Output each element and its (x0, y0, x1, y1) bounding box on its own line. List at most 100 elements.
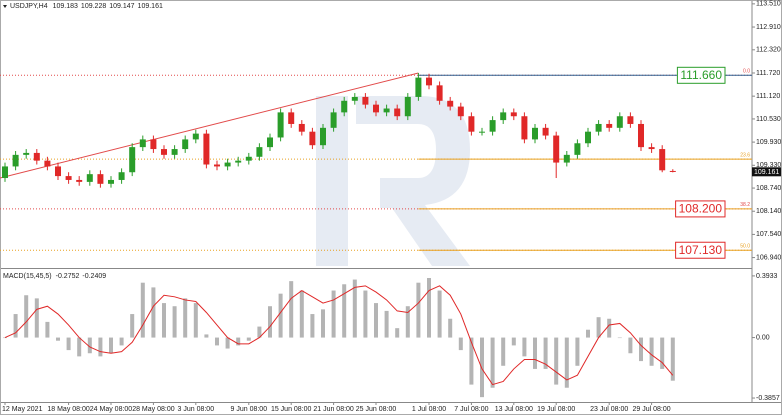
y-tick-label: 112.910 (756, 24, 781, 31)
x-tick-label: 1 Jul 08:00 (412, 406, 446, 413)
price-box (675, 200, 726, 218)
histogram-bar (533, 337, 537, 369)
fib-level-name: 23.6 (740, 152, 750, 158)
histogram-bar (87, 337, 92, 354)
x-tick-label: 28 May 08:00 (132, 406, 175, 413)
price-box-label: 107.130 (679, 243, 723, 257)
trendline (0, 72, 419, 179)
y-tick-label: 108.740 (756, 185, 781, 192)
histogram-bar (289, 281, 294, 338)
histogram-bar (469, 337, 474, 385)
histogram-bar (480, 337, 484, 398)
candle-body (489, 120, 496, 132)
histogram-bar (501, 337, 506, 366)
histogram-bar (77, 337, 82, 357)
y-tick-label: 111.120 (756, 93, 780, 100)
x-tick-label: 18 May 08:00 (47, 406, 90, 413)
histogram-bar (374, 303, 378, 338)
candle-body (479, 131, 485, 133)
x-tick-label: 13 Jul 08:00 (495, 406, 533, 413)
x-tick-label: 7 Jul 08:00 (454, 406, 488, 413)
candle-body (224, 162, 231, 167)
histogram-bar (596, 317, 601, 338)
histogram-bar (151, 287, 156, 338)
candle-body (510, 112, 517, 117)
histogram-bar (416, 282, 421, 338)
x-tick-label: 9 Jun 08:00 (231, 406, 268, 413)
histogram-bar (119, 337, 124, 346)
candle-body (76, 179, 83, 182)
y-tick-label: -0.3857 (756, 395, 780, 402)
candle-body (606, 123, 613, 128)
candle-body (65, 176, 72, 180)
histogram-bar (639, 337, 643, 362)
histogram-bar (204, 334, 209, 338)
candle-body (214, 164, 220, 167)
histogram-bar (342, 284, 347, 338)
candle-body (171, 149, 178, 155)
y-tick-label: 110.530 (756, 116, 781, 123)
histogram-bar (575, 337, 580, 366)
price-tag-label: 109.161 (754, 169, 779, 176)
histogram-bar (363, 290, 368, 338)
candle-body (351, 96, 358, 101)
header-value: -0.2752 (56, 273, 80, 280)
histogram-bar (278, 293, 283, 338)
candle-body (288, 112, 295, 124)
candle-body (426, 77, 432, 86)
x-tick-label: 15 Jun 08:00 (271, 406, 312, 413)
histogram-bar (45, 321, 50, 338)
histogram-bar (162, 303, 166, 338)
histogram-bar (628, 337, 633, 354)
histogram-bar (183, 298, 188, 338)
y-tick-label: 112.320 (756, 47, 781, 54)
candle-body (447, 100, 454, 107)
x-tick-label: 12 May 2021 (2, 406, 43, 413)
fib-level-name: 0.0 (743, 69, 750, 75)
header-value: 109.161 (138, 3, 163, 10)
candle-body (500, 112, 507, 121)
y-tick-label: 109.330 (756, 162, 781, 169)
candle-body (648, 147, 655, 150)
signal-line (4, 285, 674, 386)
histogram-bar (246, 337, 251, 341)
chart-title: MACD(15,45,5) (3, 273, 52, 280)
candle-body (553, 135, 560, 163)
watermark (316, 96, 470, 266)
fib-level-name: 50.0 (740, 244, 750, 250)
candle-body (563, 154, 570, 163)
header-value: 109.183 (53, 3, 78, 10)
histogram-bar (268, 306, 272, 338)
candle-body (627, 116, 634, 124)
chart-title: USDJPY,H4 (10, 3, 48, 10)
histogram-bar (236, 337, 241, 346)
candle-body (394, 108, 401, 117)
histogram-bar (511, 337, 516, 346)
candle-body (12, 154, 19, 167)
candle-body (320, 127, 326, 146)
candle-body (108, 179, 114, 184)
header-value: 109.147 (109, 3, 134, 10)
candle-body (542, 127, 549, 136)
y-tick-label: 106.940 (756, 254, 781, 261)
candle-body (33, 152, 40, 161)
x-tick-label: 3 Jun 08:00 (178, 406, 215, 413)
y-tick-label: 107.540 (756, 231, 781, 238)
candle-body (521, 116, 528, 140)
candle-body (245, 156, 252, 161)
histogram-bar (299, 290, 304, 338)
candle-body (150, 139, 157, 150)
candle-body (616, 116, 623, 128)
y-tick-label: 111.720 (756, 70, 780, 77)
x-tick-label: 29 Jul 08:00 (633, 406, 671, 413)
histogram-bar (257, 326, 262, 338)
dropdown-icon[interactable] (3, 5, 7, 8)
candle-body (182, 139, 189, 150)
x-tick-label: 21 Jun 08:00 (313, 406, 354, 413)
candle-body (86, 174, 93, 182)
price-box (676, 66, 726, 84)
x-tick-label: 23 Jul 08:00 (590, 406, 628, 413)
histogram-bar (172, 306, 177, 338)
y-tick-label: 109.930 (756, 139, 781, 146)
